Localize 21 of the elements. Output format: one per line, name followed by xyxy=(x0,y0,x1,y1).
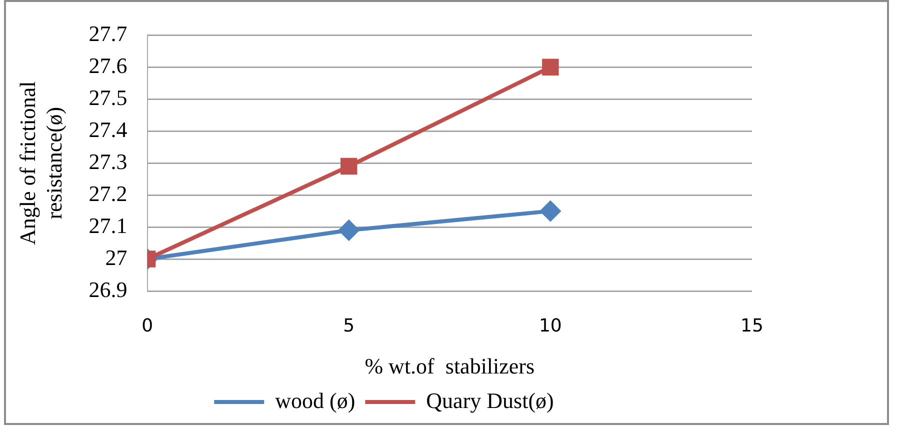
point xyxy=(540,201,560,222)
x-tick-label: 15 xyxy=(740,315,764,336)
y-tick-label: 27.7 xyxy=(88,20,128,46)
y-axis-title: Angle of frictional resistance(ø) xyxy=(14,81,66,245)
y-tick-label: 27.5 xyxy=(88,84,128,110)
legend-label: Quary Dust(ø) xyxy=(426,388,554,413)
y-tick-label: 27.3 xyxy=(88,148,128,174)
x-tick-label: 10 xyxy=(538,315,562,336)
x-tick-label: 0 xyxy=(142,315,154,336)
y-tick-label: 27.1 xyxy=(88,212,128,238)
point xyxy=(340,158,358,175)
point xyxy=(338,220,359,240)
y-tick-label: 27.4 xyxy=(88,116,128,142)
y-tick-label: 26.9 xyxy=(88,276,128,302)
y-tick-label: 27.6 xyxy=(88,52,128,78)
point xyxy=(542,58,559,76)
x-axis-title: % wt.of stabilizers xyxy=(364,354,535,379)
y-tick-label: 27.2 xyxy=(88,180,128,206)
legend-label: wood (ø) xyxy=(275,388,356,413)
x-tick-label: 5 xyxy=(343,315,355,336)
y-tick-label: 27 xyxy=(105,244,128,270)
